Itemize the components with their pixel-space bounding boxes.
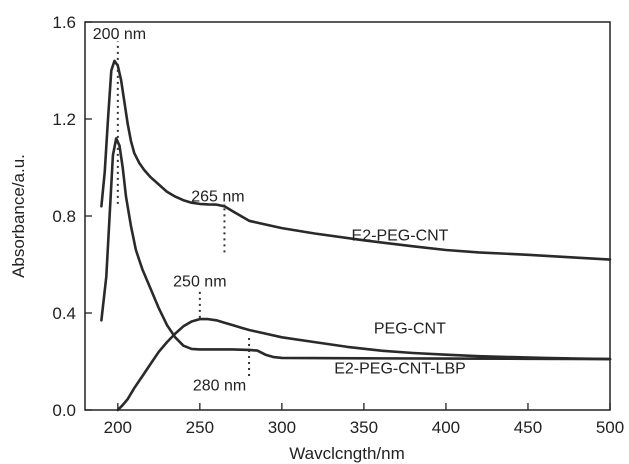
series-label: PEG-CNT — [374, 321, 446, 338]
y-tick-label: 0.4 — [52, 304, 76, 323]
y-tick-label: 1.2 — [52, 110, 76, 129]
peak-label: 265 nm — [191, 188, 244, 205]
y-axis-ticks: 0.0 0.4 0.8 1.2 1.6 — [52, 13, 92, 420]
peak-label: 280 nm — [193, 378, 246, 395]
series-line-e2-peg-cnt-lbp — [100, 137, 612, 361]
series-label: E2-PEG-CNT — [352, 227, 449, 244]
series-layer — [100, 59, 612, 412]
x-tick-label: 500 — [596, 418, 624, 437]
series-label-layer: E2-PEG-CNT PEG-CNT E2-PEG-CNT-LBP — [334, 227, 466, 377]
series-line-e2-peg-cnt — [100, 59, 612, 261]
series-label: E2-PEG-CNT-LBP — [334, 361, 466, 378]
y-tick-label: 1.6 — [52, 13, 76, 32]
x-axis-title: Wavclcngth/nm — [289, 444, 405, 463]
annotation-layer: 200 nm 265 nm 250 nm 280 nm — [93, 26, 251, 395]
y-tick-label: 0.8 — [52, 207, 76, 226]
plot-frame — [84, 21, 611, 411]
x-tick-label: 350 — [350, 418, 378, 437]
peak-label: 250 nm — [173, 273, 226, 290]
x-tick-label: 300 — [268, 418, 296, 437]
x-tick-label: 200 — [104, 418, 132, 437]
x-tick-label: 450 — [514, 418, 542, 437]
x-tick-label: 400 — [432, 418, 460, 437]
x-axis-ticks: 200 250 300 350 400 450 500 — [104, 403, 624, 437]
y-tick-label: 0.0 — [52, 401, 76, 420]
x-tick-label: 250 — [186, 418, 214, 437]
y-axis-title: Absorbance/a.u. — [9, 154, 28, 278]
series-line-peg-cnt — [116, 317, 612, 412]
peak-label: 200 nm — [93, 26, 146, 43]
